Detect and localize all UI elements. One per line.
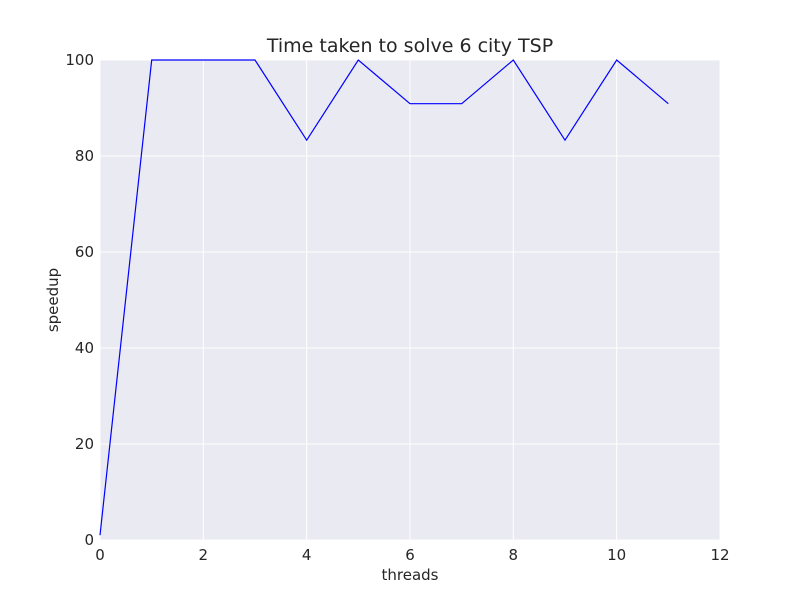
- x-tick-label: 12: [710, 546, 729, 564]
- x-tick-labels: 0 2 4 6 8 10 12: [95, 546, 729, 564]
- y-tick-label: 60: [75, 243, 94, 261]
- x-axis-label: threads: [382, 566, 439, 584]
- y-tick-label: 0: [84, 531, 94, 549]
- y-tick-label: 80: [75, 147, 94, 165]
- x-tick-label: 10: [607, 546, 626, 564]
- y-axis-label: speedup: [44, 268, 62, 332]
- y-tick-label: 20: [75, 435, 94, 453]
- speedup-series-line: [99, 59, 669, 536]
- chart-title: Time taken to solve 6 city TSP: [266, 35, 553, 57]
- y-tick-label: 100: [65, 51, 94, 69]
- x-tick-label: 6: [405, 546, 415, 564]
- x-tick-label: 0: [95, 546, 105, 564]
- x-tick-label: 8: [509, 546, 519, 564]
- x-tick-label: 4: [302, 546, 312, 564]
- series-group: [99, 59, 669, 536]
- y-tick-labels: 0 20 40 60 80 100: [65, 51, 94, 549]
- x-tick-label: 2: [199, 546, 209, 564]
- y-tick-label: 40: [75, 339, 94, 357]
